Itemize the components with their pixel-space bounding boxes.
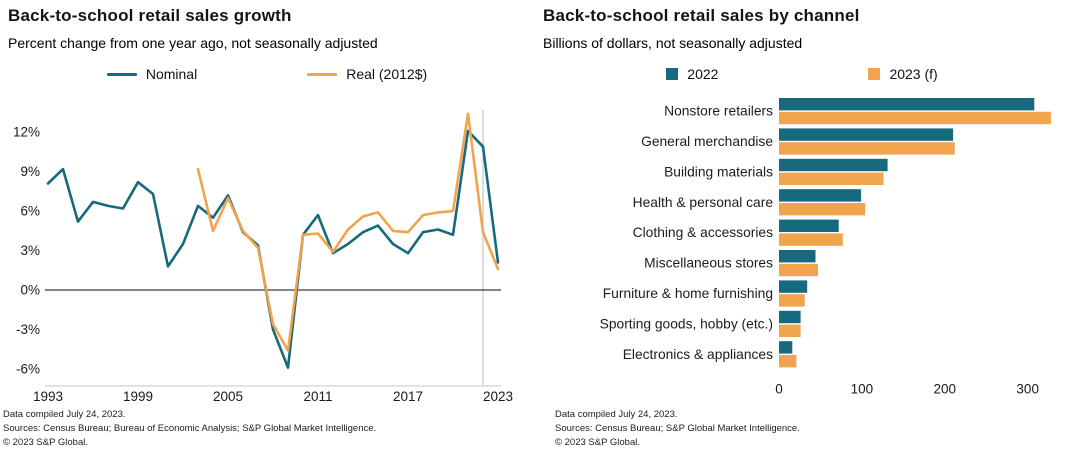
bar-2023-f-health-personal-care xyxy=(779,203,866,216)
y-axis-tick-label: -3% xyxy=(16,322,40,337)
line-series-nominal xyxy=(46,129,500,369)
legend-item-nominal: Nominal xyxy=(106,66,198,82)
y-axis-tick-label: 3% xyxy=(20,243,40,258)
channel-bar-chart: Nonstore retailers General merchandise Bui… xyxy=(600,98,1051,397)
legend-item-2022: 2022 xyxy=(666,66,718,82)
bar-2023-f-general-merchandise xyxy=(779,142,955,155)
category-label-health-personal-care: Health & personal care xyxy=(633,195,774,210)
x-axis-tick-label: 2023 xyxy=(483,389,513,404)
legend-label-real: Real (2012$) xyxy=(346,66,428,82)
channel-chart-panel: Back-to-school retail sales by channel B… xyxy=(535,0,1069,457)
bar-2022-clothing-accessories xyxy=(779,219,839,232)
bar-2022-electronics-appliances xyxy=(779,341,793,354)
bar-2022-furniture-home-furnishing xyxy=(779,280,808,293)
line-series-real-2012 xyxy=(196,112,500,352)
y-axis-tick-label: -6% xyxy=(16,361,40,376)
category-label-sporting-goods-hobby-etc: Sporting goods, hobby (etc.) xyxy=(600,316,773,331)
bar-2022-sporting-goods-hobby-etc xyxy=(779,310,801,324)
growth-chart-title: Back-to-school retail sales growth xyxy=(8,6,292,25)
category-label-electronics-appliances: Electronics & appliances xyxy=(623,347,773,362)
y-axis-tick-label: 0% xyxy=(20,283,40,298)
x-axis-tick-label: 200 xyxy=(934,382,957,397)
growth-chart-subtitle: Percent change from one year ago, not se… xyxy=(8,35,378,51)
legend-item-2023f: 2023 (f) xyxy=(868,66,938,82)
footnote-copyright: © 2023 S&P Global. xyxy=(555,437,640,448)
footnote-compiled: Data compiled July 24, 2023. xyxy=(3,409,126,420)
x-axis-tick-label: 1999 xyxy=(123,389,153,404)
legend-item-real: Real (2012$) xyxy=(307,66,427,82)
bar-2023-f-sporting-goods-hobby-etc xyxy=(779,324,801,337)
bar-2023-f-miscellaneous-stores xyxy=(779,263,818,277)
bar-2023-f-nonstore-retailers xyxy=(779,111,1051,125)
growth-line-chart: 12% 9% 6% 3% 0% -3% -6% 1993 1999 2005 2011 2017 202… xyxy=(13,110,513,404)
nominal-line-swatch-icon xyxy=(106,72,137,76)
bar-2022-building-materials xyxy=(779,158,888,172)
footnote-copyright: © 2023 S&P Global. xyxy=(3,437,88,448)
category-label-miscellaneous-stores: Miscellaneous stores xyxy=(644,256,773,271)
y-axis-tick-label: 12% xyxy=(13,125,40,140)
footnote-sources: Sources: Census Bureau; S&P Global Marke… xyxy=(555,423,800,434)
footnote-compiled: Data compiled July 24, 2023. xyxy=(555,409,678,420)
x-axis-tick-label: 300 xyxy=(1016,382,1039,397)
footnote-sources: Sources: Census Bureau; Bureau of Econom… xyxy=(3,423,377,434)
x-axis-tick-label: 2005 xyxy=(213,389,243,404)
bar-2022-general-merchandise xyxy=(779,128,954,141)
channel-chart-footnotes: Data compiled July 24, 2023. Sources: Ce… xyxy=(555,408,800,450)
category-label-furniture-home-furnishing: Furniture & home furnishing xyxy=(603,286,773,301)
category-label-building-materials: Building materials xyxy=(664,164,773,179)
channel-chart-subtitle: Billions of dollars, not seasonally adju… xyxy=(543,35,803,51)
growth-chart-panel: Back-to-school retail sales growth Perce… xyxy=(0,0,534,457)
bar-2023-f-building-materials xyxy=(779,172,884,185)
bar-2022-nonstore-retailers xyxy=(779,98,1035,111)
category-label-clothing-accessories: Clothing & accessories xyxy=(633,225,773,240)
bar-2022-health-personal-care xyxy=(779,189,862,202)
legend-label-2023f: 2023 (f) xyxy=(889,66,938,82)
x-axis-tick-label: 0 xyxy=(775,382,783,397)
channel-chart-legend: 2022 2023 (f) xyxy=(535,66,1069,82)
y-axis-tick-label: 6% xyxy=(20,204,40,219)
y-axis-tick-label: 9% xyxy=(20,164,40,179)
bar-2023-f-electronics-appliances xyxy=(779,355,797,368)
legend-label-2022: 2022 xyxy=(687,66,719,82)
growth-chart-legend: Nominal Real (2012$) xyxy=(0,66,534,82)
legend-label-nominal: Nominal xyxy=(145,66,198,82)
x-axis-tick-label: 100 xyxy=(851,382,874,397)
real-line-swatch-icon xyxy=(307,72,338,76)
x-axis-tick-label: 1993 xyxy=(33,389,63,404)
bar-2023-f-clothing-accessories xyxy=(779,233,843,246)
x-axis-tick-label: 2017 xyxy=(393,389,423,404)
bar-2023f-swatch-icon xyxy=(868,68,881,80)
bar-2022-swatch-icon xyxy=(666,68,679,80)
category-label-nonstore-retailers: Nonstore retailers xyxy=(664,104,773,119)
x-axis-tick-label: 2011 xyxy=(303,389,332,404)
channel-chart-title: Back-to-school retail sales by channel xyxy=(543,6,860,25)
bar-2022-miscellaneous-stores xyxy=(779,250,816,263)
bar-2023-f-furniture-home-furnishing xyxy=(779,294,805,307)
growth-chart-footnotes: Data compiled July 24, 2023. Sources: Ce… xyxy=(3,408,376,450)
category-label-general-merchandise: General merchandise xyxy=(641,134,773,149)
